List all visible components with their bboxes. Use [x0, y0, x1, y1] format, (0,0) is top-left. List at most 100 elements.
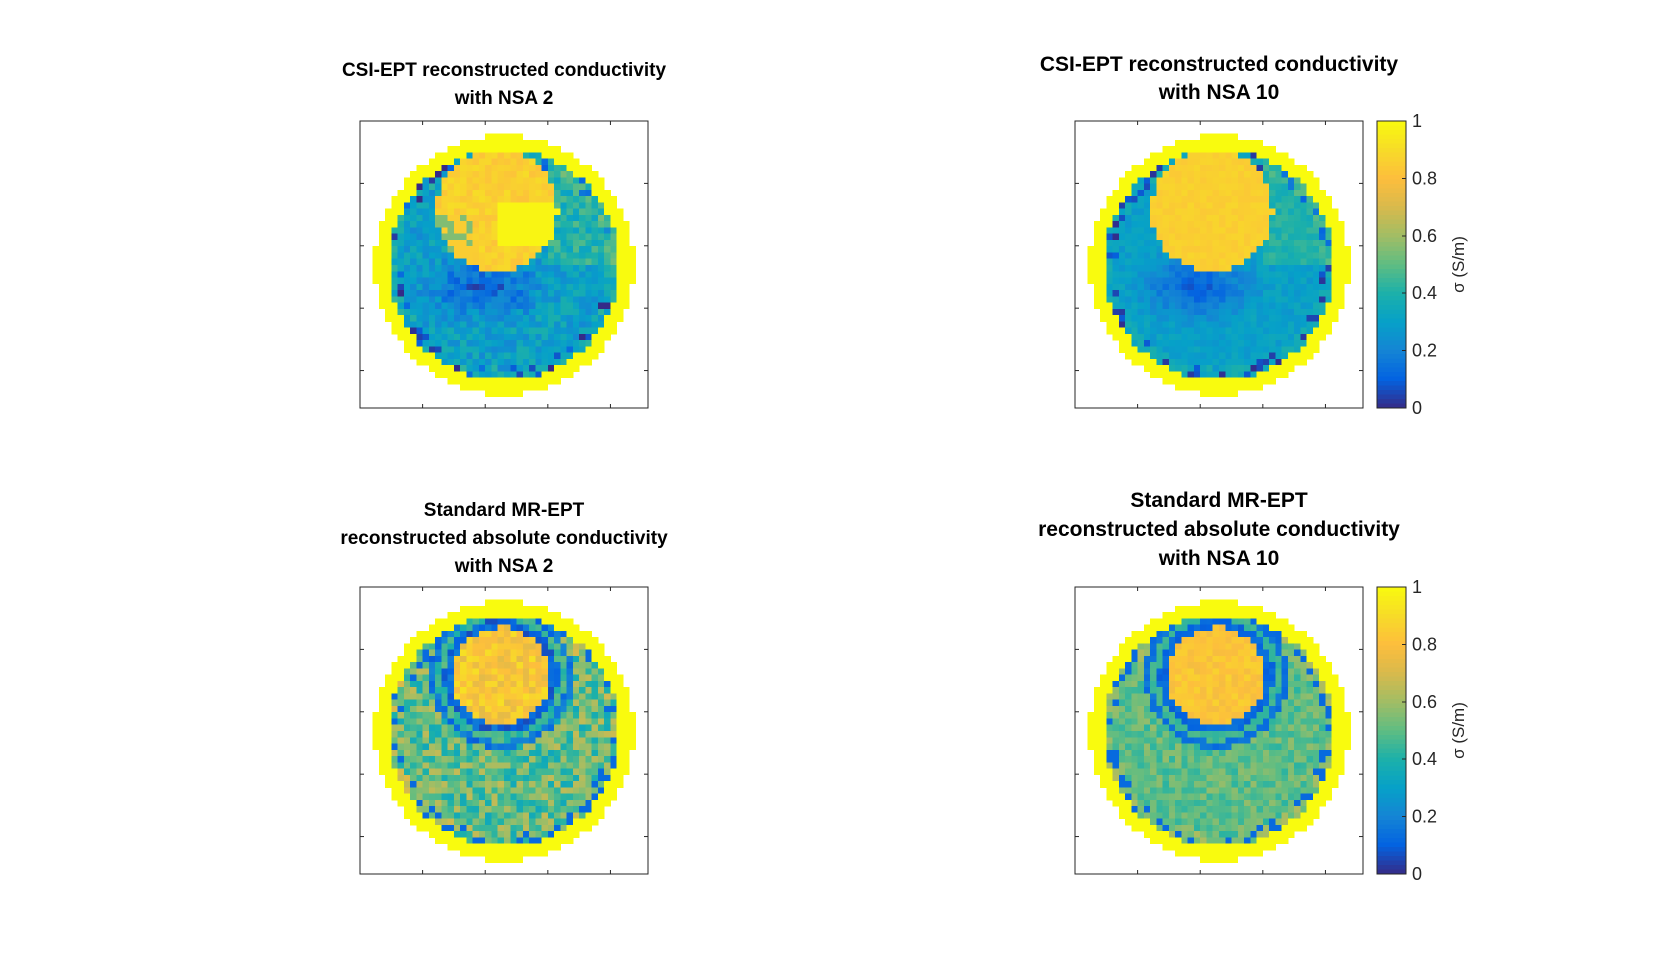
heatmap-cell: [1325, 668, 1333, 676]
heatmap-cell: [466, 315, 474, 322]
heatmap-cell: [1281, 637, 1289, 644]
heatmap-cell: [516, 196, 524, 203]
heatmap-cell: [428, 806, 436, 813]
heatmap-cell: [585, 333, 593, 341]
heatmap-cell: [591, 756, 599, 763]
heatmap-cell: [403, 743, 411, 751]
heatmap-cell: [535, 296, 542, 303]
heatmap-cell: [403, 340, 411, 347]
heatmap-cell: [416, 712, 424, 719]
heatmap-cell: [435, 246, 442, 253]
heatmap-cell: [453, 756, 461, 763]
heatmap-cell: [1143, 699, 1151, 707]
heatmap-cell: [1244, 371, 1251, 379]
heatmap-cell: [579, 824, 586, 832]
heatmap-cell: [453, 806, 461, 813]
heatmap-cell: [497, 793, 505, 801]
heatmap-cell: [1137, 724, 1145, 732]
heatmap-cell: [554, 233, 561, 241]
heatmap-cell: [554, 290, 561, 297]
heatmap-cell: [466, 290, 474, 297]
heatmap-cell: [441, 177, 449, 185]
heatmap-cell: [591, 321, 599, 329]
heatmap-cell: [560, 768, 568, 776]
heatmap-cell: [1244, 321, 1251, 329]
heatmap-cell: [1281, 358, 1289, 366]
heatmap-cell: [541, 724, 549, 732]
heatmap-cell: [485, 265, 492, 272]
heatmap-cell: [1250, 171, 1257, 178]
heatmap-cell: [504, 662, 511, 669]
heatmap-cell: [504, 258, 511, 266]
heatmap-cell: [504, 655, 511, 663]
heatmap-cell: [1306, 321, 1314, 329]
heatmap-cell: [1256, 146, 1264, 153]
heatmap-cell: [1294, 183, 1301, 191]
heatmap-cell: [604, 781, 611, 788]
heatmap-cell: [1225, 296, 1232, 303]
heatmap-cell: [579, 705, 586, 713]
heatmap-cell: [566, 618, 574, 625]
heatmap-cell: [604, 687, 611, 694]
heatmap-cell: [441, 221, 449, 228]
heatmap-cell: [447, 756, 455, 763]
heatmap-cell: [447, 158, 455, 166]
heatmap-cell: [478, 340, 486, 347]
heatmap-cell: [572, 743, 580, 751]
heatmap-cell: [460, 365, 467, 372]
heatmap-cell: [547, 377, 555, 385]
heatmap-cell: [1143, 246, 1151, 253]
heatmap-cell: [572, 687, 580, 694]
heatmap-cell: [1306, 239, 1314, 247]
heatmap-cell: [1137, 258, 1145, 266]
heatmap-cell: [1256, 612, 1264, 619]
heatmap-cell: [441, 183, 449, 191]
heatmap-cell: [1118, 718, 1126, 726]
heatmap-cell: [1181, 383, 1189, 391]
heatmap-cell: [604, 793, 611, 801]
heatmap-cell: [1125, 680, 1132, 688]
heatmap-cell: [504, 221, 511, 228]
heatmap-cell: [1219, 358, 1226, 366]
heatmap-cell: [1137, 693, 1145, 701]
colorbar-segment: [1377, 354, 1406, 360]
heatmap-cell: [1137, 643, 1145, 651]
heatmap-cell: [1250, 277, 1257, 285]
heatmap-cell: [529, 271, 536, 278]
heatmap-cell: [1200, 277, 1207, 285]
heatmap-cell: [435, 743, 442, 751]
heatmap-cell: [1306, 687, 1314, 694]
heatmap-cell: [1237, 737, 1245, 744]
heatmap-cell: [435, 365, 442, 372]
heatmap-cell: [1325, 687, 1333, 694]
heatmap-cell: [1112, 302, 1120, 310]
heatmap-cell: [1269, 630, 1276, 638]
heatmap-cell: [566, 824, 574, 832]
heatmap-cell: [1150, 649, 1157, 657]
heatmap-cell: [1337, 252, 1345, 260]
heatmap-cell: [547, 177, 555, 185]
heatmap-cell: [1137, 302, 1145, 310]
heatmap-cell: [1337, 221, 1345, 228]
heatmap-cell: [1250, 302, 1257, 310]
heatmap-cell: [1250, 618, 1257, 625]
heatmap-cell: [1269, 358, 1276, 366]
heatmap-cell: [1225, 668, 1232, 676]
heatmap-cell: [629, 246, 636, 253]
heatmap-cell: [504, 693, 511, 701]
heatmap-cell: [1269, 302, 1276, 310]
heatmap-cell: [541, 824, 549, 832]
heatmap-cell: [422, 252, 430, 260]
heatmap-cell: [1206, 624, 1214, 632]
heatmap-cell: [1143, 327, 1151, 335]
heatmap-cell: [1319, 221, 1326, 228]
heatmap-cell: [1125, 674, 1132, 682]
heatmap-cell: [554, 352, 561, 360]
heatmap-cell: [466, 233, 474, 241]
heatmap-cell: [629, 718, 636, 726]
heatmap-cell: [1175, 183, 1182, 191]
heatmap-cell: [453, 793, 461, 801]
heatmap-cell: [1150, 333, 1157, 341]
heatmap-cell: [597, 693, 605, 701]
heatmap-cell: [441, 705, 449, 713]
